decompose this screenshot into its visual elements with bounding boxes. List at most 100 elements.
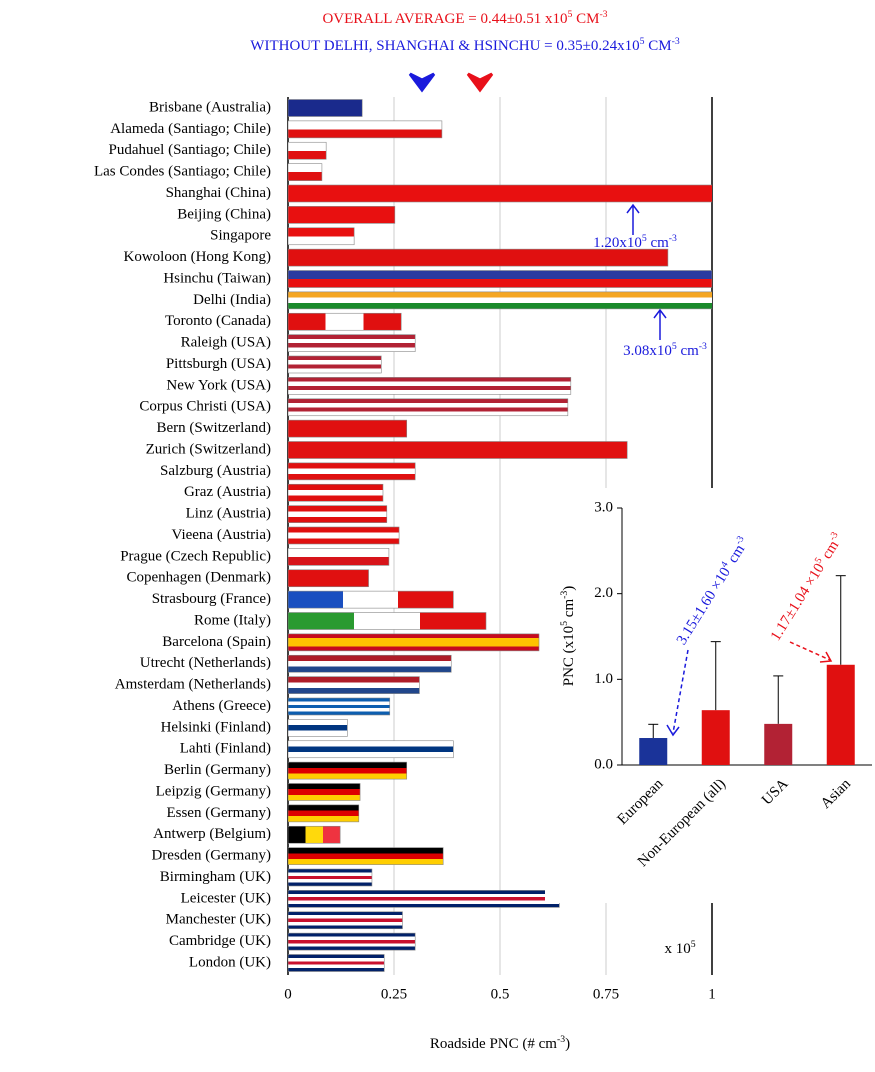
y-tick-label: Athens (Greece) xyxy=(172,698,271,714)
bar xyxy=(288,184,712,203)
chart-subtitle-part: WITHOUT DELHI, SHANGHAI & HSINCHU = 0.35… xyxy=(250,38,639,54)
y-tick-label: Alameda (Santiago; Chile) xyxy=(110,121,271,137)
y-axis-label-part: PNC (x10 xyxy=(561,626,577,686)
y-tick-label: 3.0 xyxy=(594,499,613,515)
bar xyxy=(288,227,355,246)
x-tick-label: 0 xyxy=(284,986,292,1002)
chart-title: OVERALL AVERAGE = 0.44±0.51 x105 CM-3 xyxy=(322,9,607,28)
y-tick-label: Helsinki (Finland) xyxy=(161,719,271,735)
arrow-head xyxy=(666,724,680,737)
bar xyxy=(288,398,569,417)
chart-title-part: OVERALL AVERAGE = 0.44±0.51 x10 xyxy=(322,11,567,27)
y-tick-label: Pittsburgh (USA) xyxy=(166,356,271,372)
chart-title-part: 5 xyxy=(567,9,572,20)
y-tick-label: Utrecht (Netherlands) xyxy=(140,655,271,671)
bar xyxy=(288,783,361,801)
bar xyxy=(288,890,560,908)
y-axis-label-part: 5 xyxy=(559,621,570,626)
chart-subtitle-part: 5 xyxy=(640,36,645,47)
y-tick-label: Leipzig (Germany) xyxy=(156,783,271,799)
y-tick-label: 0.0 xyxy=(594,756,613,772)
y-tick-label: New York (USA) xyxy=(166,377,271,393)
x-tick-label: 0.25 xyxy=(381,986,407,1002)
y-tick-label: Corpus Christi (USA) xyxy=(139,399,271,415)
bar xyxy=(288,868,373,887)
bar xyxy=(288,911,403,930)
annotation-part: 5 xyxy=(672,341,677,352)
arrow xyxy=(626,203,640,235)
annotation-part: -3 xyxy=(699,341,707,352)
bar xyxy=(288,291,712,310)
annotation-part: 1.20x10 xyxy=(593,235,642,251)
x-tick-label: 0.5 xyxy=(491,986,510,1002)
bar xyxy=(288,334,416,352)
annotation: 3.08x105 cm-3 xyxy=(623,341,707,360)
y-tick-label: Barcelona (Spain) xyxy=(162,634,271,650)
y-tick-label: Leicester (UK) xyxy=(181,890,271,906)
bar xyxy=(288,697,391,716)
bar xyxy=(288,312,402,331)
y-tick-label: Singapore xyxy=(210,228,271,244)
y-tick-label: Amsterdam (Netherlands) xyxy=(115,677,271,693)
bar xyxy=(288,270,712,288)
bar xyxy=(288,355,382,374)
x-axis-label-part: ) xyxy=(565,1036,570,1052)
y-axis-label-part: cm xyxy=(561,599,577,621)
bar xyxy=(288,248,669,267)
x-axis-label-part: Roadside PNC (# cm xyxy=(430,1036,557,1052)
bar xyxy=(288,483,384,502)
y-tick-label: Antwerp (Belgium) xyxy=(153,826,271,842)
y-tick-label: Raleigh (USA) xyxy=(181,335,271,351)
annotation-part: 5 xyxy=(642,233,647,244)
y-tick-label: Brisbane (Australia) xyxy=(149,99,271,115)
arrow xyxy=(672,649,689,734)
annotation-part: 5 xyxy=(812,555,824,565)
x-tick-label: 0.75 xyxy=(593,986,619,1002)
y-tick-label: Delhi (India) xyxy=(193,292,271,308)
bar xyxy=(288,590,454,609)
bar xyxy=(288,462,416,481)
chart-subtitle: WITHOUT DELHI, SHANGHAI & HSINCHU = 0.35… xyxy=(250,36,680,55)
bar xyxy=(288,377,572,395)
bar xyxy=(288,740,454,759)
bar xyxy=(639,738,668,765)
bars xyxy=(288,99,712,972)
bar xyxy=(826,664,855,765)
bar xyxy=(288,548,390,566)
bar xyxy=(764,723,793,765)
y-tick-label: Manchester (UK) xyxy=(166,912,271,928)
y-tick-label: Toronto (Canada) xyxy=(165,313,271,329)
bar xyxy=(288,612,487,630)
y-tick-label: Beijing (China) xyxy=(177,206,271,222)
y-tick-label: Graz (Austria) xyxy=(184,484,271,500)
chart-title-part: -3 xyxy=(599,9,607,20)
x-axis-label: Roadside PNC (# cm-3) xyxy=(430,1034,570,1053)
y-tick-label: Cambridge (UK) xyxy=(169,933,271,949)
arrow xyxy=(789,641,831,661)
annotation-part: cm xyxy=(677,343,699,359)
y-axis-label: PNC (x105 cm-3) xyxy=(559,586,578,687)
y-tick-label: Salzburg (Austria) xyxy=(160,463,271,479)
bar xyxy=(288,99,363,117)
bar xyxy=(288,441,628,459)
annotation-part: 3.08x10 xyxy=(623,343,672,359)
y-tick-label: Lahti (Finland) xyxy=(180,741,271,757)
bar xyxy=(288,954,385,972)
bar xyxy=(288,505,388,523)
arrow xyxy=(653,308,667,340)
y-tick-label: Shanghai (China) xyxy=(166,185,271,201)
bar xyxy=(701,710,730,765)
unit-label-part: x 10 xyxy=(664,941,690,957)
annotation-part: cm xyxy=(647,235,669,251)
bar xyxy=(288,825,341,844)
bar xyxy=(288,932,416,951)
bar xyxy=(288,120,443,139)
bar xyxy=(288,526,400,545)
unit-label-part: 5 xyxy=(691,939,696,950)
y-tick-label: Vieena (Austria) xyxy=(172,527,271,543)
bar xyxy=(288,206,396,224)
y-tick-label: London (UK) xyxy=(189,954,271,970)
annotation: 1.20x105 cm-3 xyxy=(593,233,677,252)
chart-title-part: CM xyxy=(572,11,599,27)
